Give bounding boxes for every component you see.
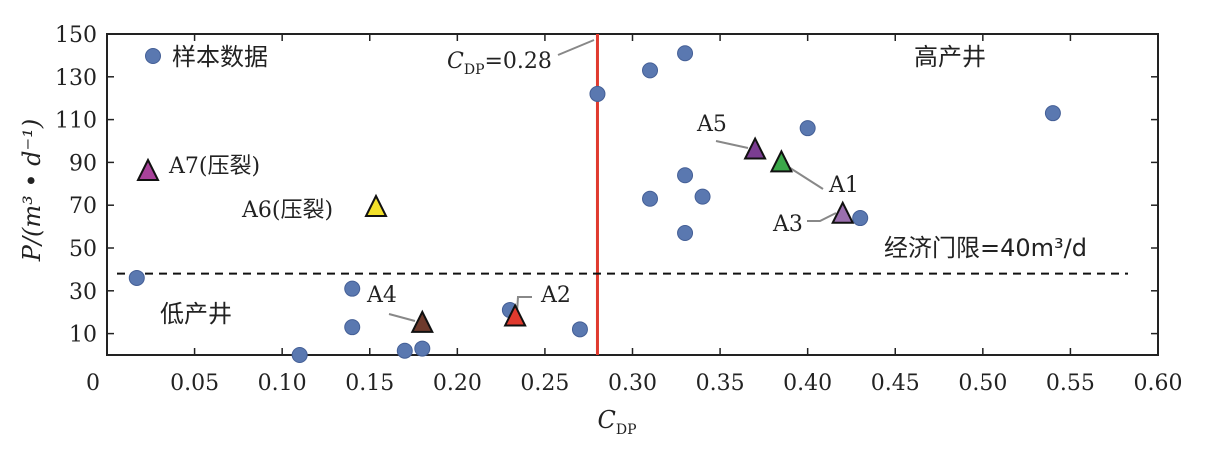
well-marker-a5 [743, 136, 767, 160]
label-a7: A7(压裂) [168, 154, 260, 179]
label-a1: A1 [828, 173, 859, 198]
y-tick-label: 130 [55, 66, 97, 91]
legend-marker [145, 48, 161, 64]
label-a6: A6(压裂) [241, 198, 333, 223]
data-point [642, 62, 659, 79]
y-tick-label: 10 [69, 323, 97, 348]
data-point [571, 321, 588, 338]
x-tick-label: 0.10 [258, 371, 307, 396]
x-tick-label: 0 [86, 371, 100, 396]
x-axis-title: CDP [597, 406, 636, 438]
sample-data-points [128, 45, 1061, 363]
label-leaders [388, 140, 837, 322]
data-point [852, 210, 869, 227]
label-a4: A4 [366, 283, 397, 308]
x-tick-label: 0.30 [608, 371, 657, 396]
data-point [344, 280, 361, 297]
high-yield-region-label: 高产井 [914, 43, 986, 71]
a2-leader [516, 296, 532, 313]
data-point [677, 225, 694, 242]
y-tick-label: 90 [69, 151, 97, 176]
x-tick-label: 0.05 [170, 371, 219, 396]
x-tick-label: 0.20 [433, 371, 482, 396]
x-tick-label: 0.25 [520, 371, 569, 396]
x-tick-label: 0.15 [345, 371, 394, 396]
low-yield-region-label: 低产井 [160, 300, 232, 328]
x-tick-label: 0.40 [783, 371, 832, 396]
well-marker-a7 [136, 157, 160, 181]
plot-frame [106, 33, 1159, 356]
y-axis-title: P/(m³ • d⁻¹) [18, 119, 46, 262]
data-point [677, 167, 694, 184]
a4-leader [388, 313, 416, 322]
x-tick-label: 0.45 [871, 371, 920, 396]
y-axis-ticks: 10 30 50 70 90 110 130 150 [55, 23, 1158, 348]
a5-leader [715, 140, 749, 149]
well-marker-a6 [364, 193, 388, 217]
legend-label: 样本数据 [172, 43, 268, 71]
data-point [1044, 105, 1061, 122]
x-tick-label: 0.50 [958, 371, 1007, 396]
y-tick-label: 110 [55, 109, 97, 134]
x-axis-ticks: 0 0.05 0.10 0.15 0.20 0.25 0.30 0.35 0.40 0.45 0.5… [86, 34, 1182, 396]
data-point [694, 188, 711, 205]
y-tick-label: 50 [69, 237, 97, 262]
data-point [128, 269, 145, 286]
data-point [396, 342, 413, 359]
data-point [677, 45, 694, 62]
label-a3: A3 [772, 212, 803, 237]
data-point [344, 319, 361, 336]
data-point [799, 120, 816, 137]
a1-leader [786, 165, 824, 190]
label-a2: A2 [540, 283, 571, 308]
y-tick-label: 150 [55, 23, 97, 48]
y-tick-label: 30 [69, 280, 97, 305]
well-marker-a2 [503, 303, 527, 327]
label-a5: A5 [696, 112, 727, 137]
economic-threshold-label: 经济门限=40m³/d [884, 234, 1087, 262]
data-point [642, 190, 659, 207]
well-marker-a3 [831, 200, 855, 224]
y-tick-label: 70 [69, 194, 97, 219]
a3-leader [807, 212, 837, 222]
data-point [291, 347, 308, 363]
well-marker-a4 [410, 309, 434, 333]
x-tick-label: 0.55 [1046, 371, 1095, 396]
data-point [589, 85, 606, 102]
threshold-leader-line [557, 39, 595, 56]
threshold-label: CDP=0.28 [447, 49, 552, 78]
labeled-wells [136, 136, 855, 333]
well-marker-a1 [769, 149, 794, 173]
data-point [414, 340, 431, 357]
x-tick-label: 0.35 [696, 371, 745, 396]
x-tick-label: 0.60 [1134, 371, 1183, 396]
